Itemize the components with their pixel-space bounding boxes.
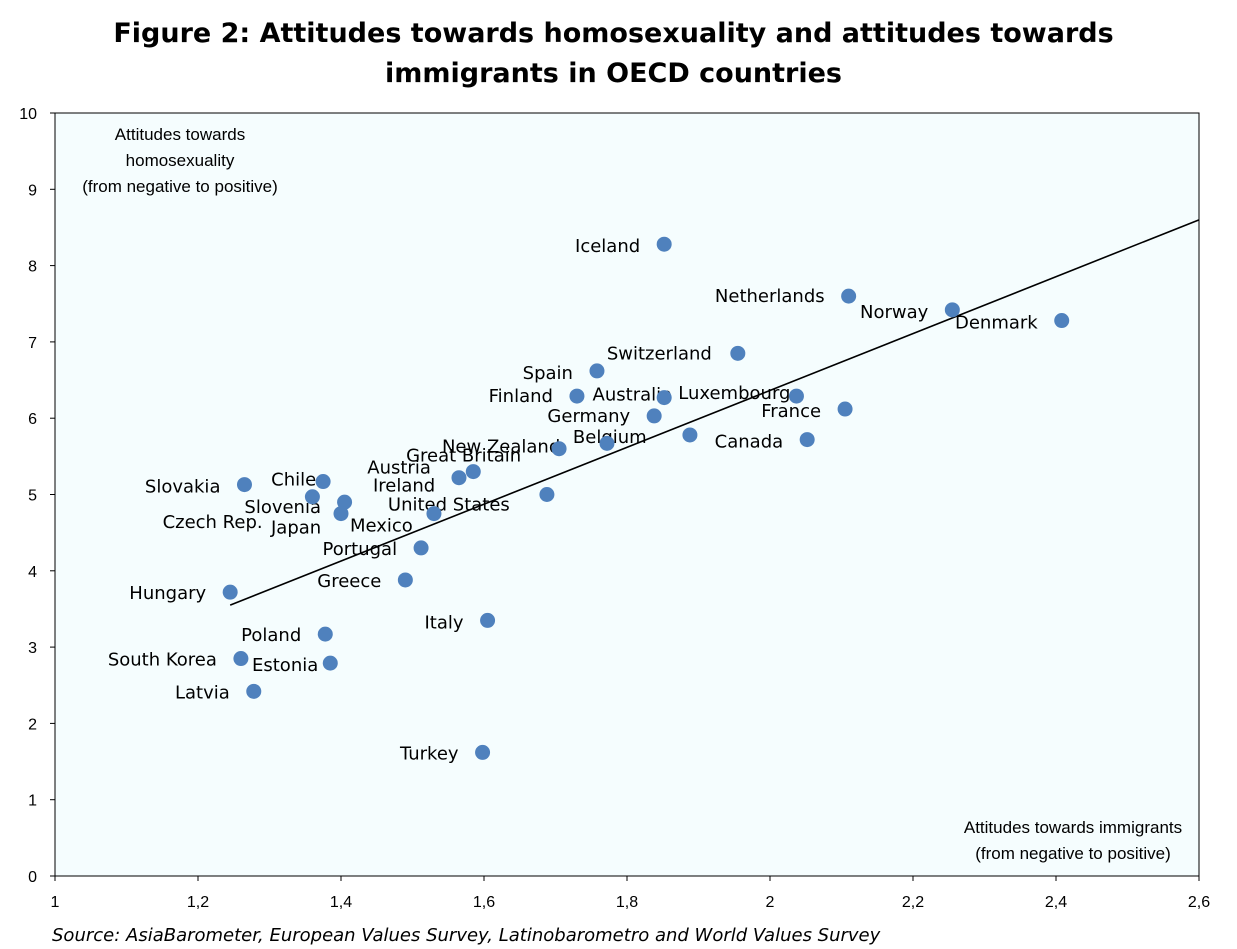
y-tick-label: 4 [28,564,37,581]
data-point [246,683,262,699]
data-point [337,494,353,510]
data-point [656,390,672,406]
point-label: Ireland [373,476,435,497]
y-tick-label: 3 [28,640,37,657]
data-point [799,432,815,448]
x-tick-label: 1 [51,894,60,911]
point-label: Italy [425,612,464,633]
chart-title-line-2: immigrants in OECD countries [385,58,842,89]
point-label: Mexico [350,516,413,537]
data-point [451,470,467,486]
point-label: Estonia [252,655,318,676]
y-tick-label: 6 [28,411,37,428]
y-tick-label: 8 [28,259,37,276]
point-label: Finland [489,386,553,407]
x-tick-label: 2,2 [902,894,924,911]
chart-title-line-1: Figure 2: Attitudes towards homosexualit… [113,18,1114,49]
x-axis-title-line-1: Attitudes towards immigrants [963,818,1183,837]
data-point [304,489,320,505]
x-tick-label: 2 [766,894,775,911]
data-point [480,612,496,628]
data-point [233,651,249,667]
point-label: Denmark [955,313,1038,334]
y-tick-label: 1 [28,793,37,810]
data-point [426,506,442,522]
y-tick-label: 9 [28,182,37,199]
x-tick-label: 2,6 [1188,894,1210,911]
data-point [1054,313,1070,329]
x-tick-label: 2,4 [1045,894,1067,911]
x-tick-label: 1,2 [187,894,209,911]
point-label: Turkey [399,743,459,764]
point-label: Iceland [575,236,640,257]
point-label: Luxembourg [678,383,790,404]
data-point [841,288,857,304]
data-point [944,302,960,318]
plot-area [54,112,1200,877]
point-label: Canada [715,432,784,453]
point-label: Spain [523,363,573,384]
point-label: Great Britain [406,446,521,467]
point-label: Norway [860,302,929,323]
point-label: Australia [593,385,673,406]
point-label: Poland [241,625,301,646]
source-note: Source: AsiaBarometer, European Values S… [52,925,881,946]
x-tick-label: 1,4 [330,894,352,911]
data-point [837,401,853,417]
point-label: Hungary [129,583,206,604]
point-label: South Korea [108,650,217,671]
point-label: Austria [367,458,431,479]
point-label: Slovakia [145,477,221,498]
data-point [589,363,605,379]
point-label: France [761,401,821,422]
data-point [682,427,698,443]
point-label: Latvia [175,682,230,703]
data-point [222,584,238,600]
data-point [788,388,804,404]
y-tick-label: 2 [28,716,37,733]
point-label: Japan [270,518,321,539]
y-tick-label: 10 [19,106,37,123]
point-label: Czech Rep. [163,512,263,533]
data-point [656,236,672,252]
data-point [475,744,491,760]
data-point [465,464,481,480]
x-axis-title: Attitudes towards immigrants (from negat… [948,815,1198,867]
point-label: Germany [547,406,630,427]
x-tick-label: 1,6 [473,894,495,911]
point-label: Slovenia [244,497,321,518]
data-point [315,474,331,490]
point-label: Portugal [323,539,398,560]
y-axis-title-line-2: homosexuality [125,151,235,170]
y-axis-title-line-1: Attitudes towards [114,125,246,144]
y-tick-label: 5 [28,488,37,505]
x-axis-title-line-2: (from negative to positive) [975,844,1171,863]
y-axis-title-line-3: (from negative to positive) [82,177,278,196]
chart-title: Figure 2: Attitudes towards homosexualit… [0,14,1227,94]
y-tick-label: 7 [28,335,37,352]
point-label: Chile [271,470,316,491]
trend-line [229,219,1200,606]
point-label: Greece [317,571,381,592]
point-label: United States [388,495,510,516]
data-point [599,435,615,451]
data-point [413,540,429,556]
data-point [317,626,333,642]
y-axis-title: Attitudes towards homosexuality (from ne… [68,122,292,200]
data-point [646,408,662,424]
point-label: Switzerland [607,343,712,364]
data-point [539,487,555,502]
point-label: New Zealand [442,436,560,457]
point-label: Netherlands [715,286,825,307]
y-tick-label: 0 [28,869,37,886]
data-point [569,388,585,404]
x-tick-label: 1,8 [616,894,638,911]
data-point [236,477,252,493]
data-point [397,572,413,588]
data-point [551,441,567,457]
data-point [730,345,746,361]
data-point [333,506,349,522]
data-point [322,655,338,671]
